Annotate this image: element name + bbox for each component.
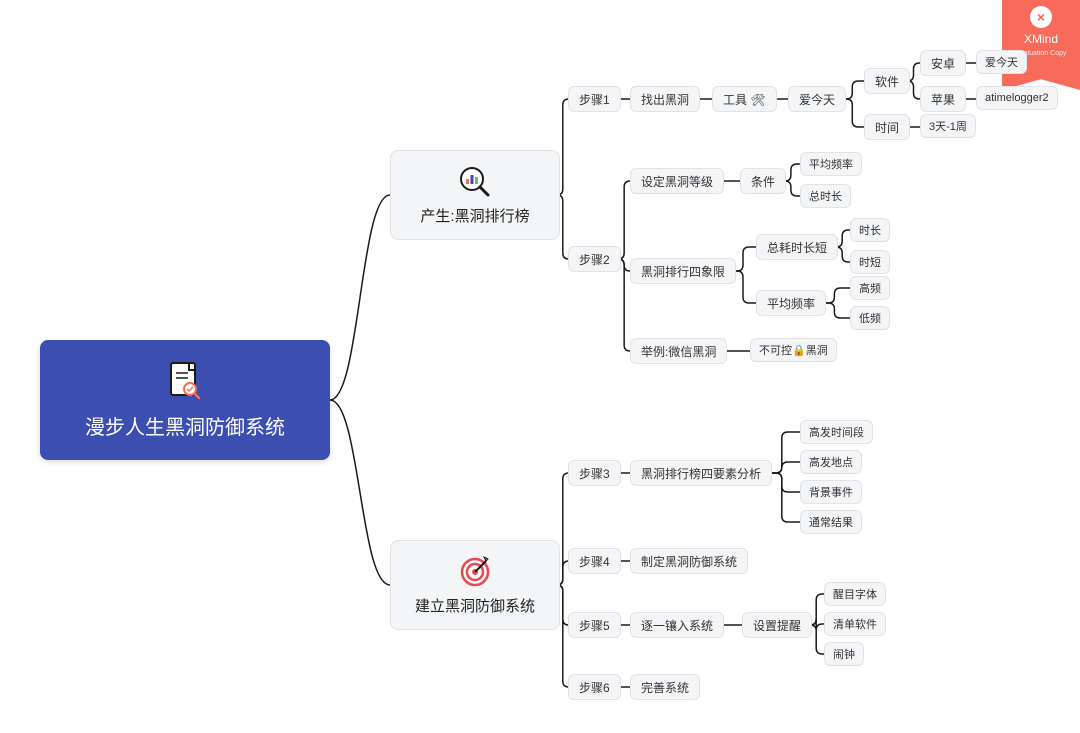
mindmap-node[interactable]: 设定黑洞等级 (630, 168, 724, 194)
close-icon: × (1030, 6, 1052, 28)
root-node[interactable]: 漫步人生黑洞防御系统 (40, 340, 330, 460)
mindmap-node[interactable]: 背景事件 (800, 480, 862, 504)
doc-search-icon (168, 361, 202, 401)
target-icon (458, 555, 492, 589)
mindmap-node[interactable]: 平均频率 (756, 290, 826, 316)
mindmap-node[interactable]: 时间 (864, 114, 910, 140)
mindmap-node[interactable]: 清单软件 (824, 612, 886, 636)
mindmap-node[interactable]: 黑洞排行榜四要素分析 (630, 460, 772, 486)
mindmap-node[interactable]: 平均频率 (800, 152, 862, 176)
mindmap-node[interactable]: 工具 🛠 (712, 86, 777, 112)
mindmap-node[interactable]: 总耗时长短 (756, 234, 838, 260)
mindmap-node[interactable]: 爱今天 (976, 50, 1027, 74)
mindmap-node[interactable]: 高发时间段 (800, 420, 873, 444)
mindmap-node[interactable]: 设置提醒 (742, 612, 812, 638)
mindmap-canvas: 漫步人生黑洞防御系统 产生:黑洞排行榜 建立黑洞防御系统 × XMind Eva… (0, 0, 1080, 733)
mindmap-node[interactable]: 条件 (740, 168, 786, 194)
mindmap-node[interactable]: 找出黑洞 (630, 86, 700, 112)
hub-ranking[interactable]: 产生:黑洞排行榜 (390, 150, 560, 240)
hub-defense[interactable]: 建立黑洞防御系统 (390, 540, 560, 630)
mindmap-node[interactable]: 时长 (850, 218, 890, 242)
mindmap-node[interactable]: 逐一镶入系统 (630, 612, 724, 638)
mindmap-node[interactable]: 完善系统 (630, 674, 700, 700)
mindmap-node[interactable]: 高发地点 (800, 450, 862, 474)
mindmap-node[interactable]: 闹钟 (824, 642, 864, 666)
mindmap-node[interactable]: 爱今天 (788, 86, 846, 112)
mindmap-node[interactable]: 苹果 (920, 86, 966, 112)
hub-label: 产生:黑洞排行榜 (420, 205, 529, 226)
mindmap-node[interactable]: 举例:微信黑洞 (630, 338, 727, 364)
watermark-brand: XMind (1024, 32, 1058, 46)
mindmap-node[interactable]: 高频 (850, 276, 890, 300)
mindmap-node[interactable]: 步骤1 (568, 86, 621, 112)
hub-label: 建立黑洞防御系统 (415, 595, 535, 616)
mindmap-node[interactable]: atimelogger2 (976, 86, 1058, 110)
mindmap-node[interactable]: 步骤2 (568, 246, 621, 272)
mindmap-node[interactable]: 总时长 (800, 184, 851, 208)
chart-magnifier-icon (458, 165, 492, 199)
mindmap-node[interactable]: 安卓 (920, 50, 966, 76)
mindmap-node[interactable]: 制定黑洞防御系统 (630, 548, 748, 574)
root-label: 漫步人生黑洞防御系统 (85, 411, 285, 440)
mindmap-node[interactable]: 步骤4 (568, 548, 621, 574)
mindmap-node[interactable]: 软件 (864, 68, 910, 94)
mindmap-node[interactable]: 3天-1周 (920, 114, 976, 138)
xmind-watermark: × XMind Evaluation Copy (1002, 0, 1080, 90)
mindmap-node[interactable]: 醒目字体 (824, 582, 886, 606)
mindmap-node[interactable]: 通常结果 (800, 510, 862, 534)
mindmap-node[interactable]: 低频 (850, 306, 890, 330)
mindmap-node[interactable]: 不可控🔒黑洞 (750, 338, 837, 362)
mindmap-node[interactable]: 步骤3 (568, 460, 621, 486)
mindmap-node[interactable]: 步骤5 (568, 612, 621, 638)
mindmap-node[interactable]: 黑洞排行四象限 (630, 258, 736, 284)
mindmap-node[interactable]: 时短 (850, 250, 890, 274)
mindmap-node[interactable]: 步骤6 (568, 674, 621, 700)
